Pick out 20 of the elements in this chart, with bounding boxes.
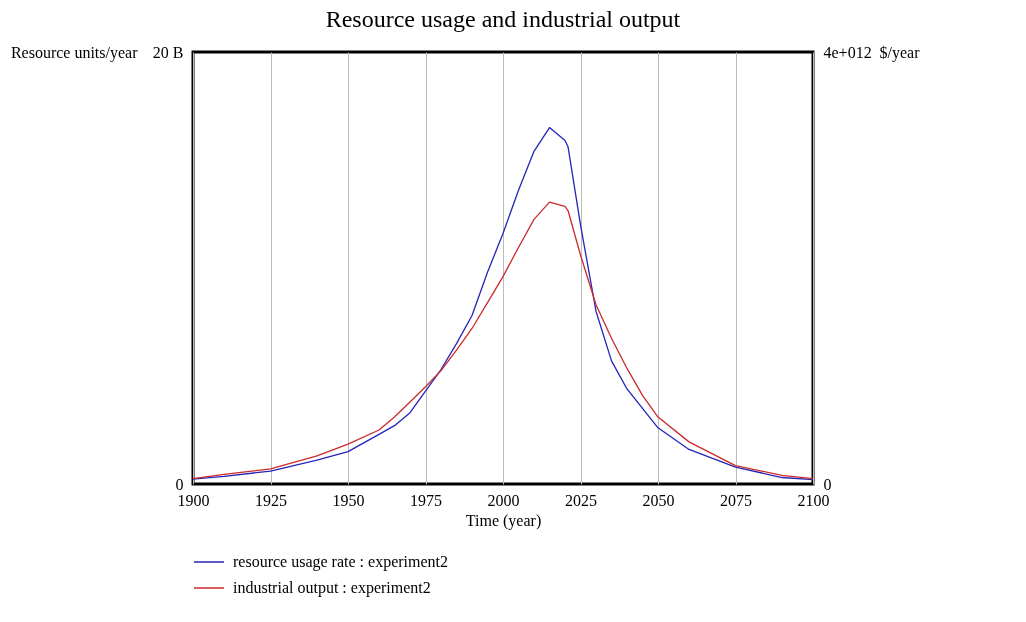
y2-tick-label: 4e+012 (823, 43, 872, 61)
line-series (192, 201, 814, 480)
x-tick-label: 2050 (642, 491, 675, 509)
chart-title: Resource usage and industrial output (325, 6, 681, 32)
x-tick-label: 1975 (410, 491, 442, 509)
line-series (192, 126, 814, 481)
x-tick-label: 1950 (332, 491, 365, 509)
x-tick-label: 2075 (720, 491, 752, 509)
legend-label: resource usage rate : experiment2 (233, 553, 449, 571)
legend-label: industrial output : experiment2 (233, 579, 431, 597)
x-tick-label: 2100 (797, 491, 830, 509)
y2-tick-label: 0 (823, 475, 832, 493)
y-axis-title: Resource units/year (10, 43, 139, 62)
y-tick-label: 20 B (152, 43, 184, 61)
x-axis-title: Time (year) (465, 511, 542, 530)
x-tick-label: 1925 (255, 491, 287, 509)
x-tick-label: 1900 (177, 491, 210, 509)
x-tick-label: 2000 (487, 491, 520, 509)
y2-axis-title: $/year (879, 43, 921, 62)
x-tick-label: 2025 (565, 491, 597, 509)
